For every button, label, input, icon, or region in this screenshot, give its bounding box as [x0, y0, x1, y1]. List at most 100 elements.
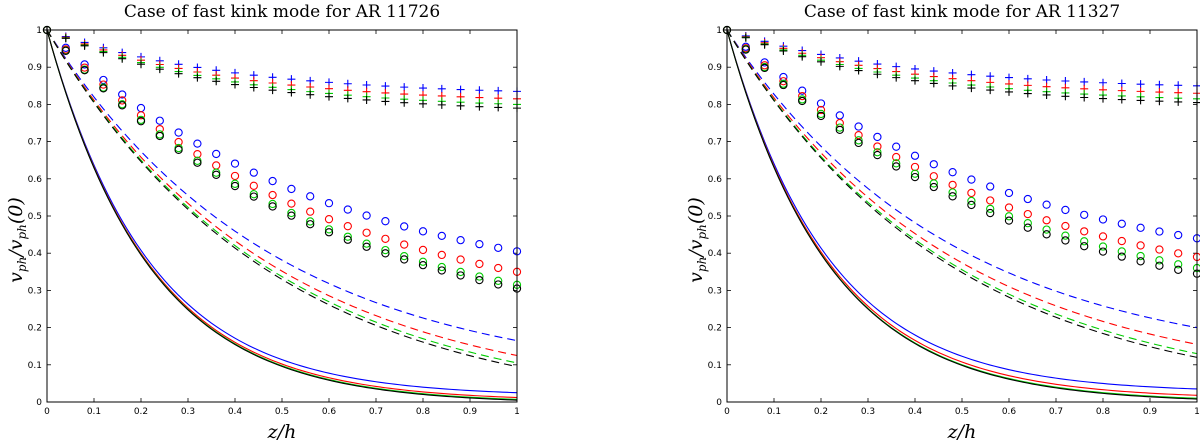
data-point-circle: [1004, 212, 1014, 221]
x-tick-label: 0.9: [463, 407, 478, 417]
data-point-circle: [230, 159, 240, 168]
series-solid-black-left: [46, 29, 518, 401]
data-point-circle: [193, 158, 202, 167]
data-point-plus: [193, 73, 202, 82]
y-tick-label: 0.5: [708, 212, 722, 222]
data-point-plus: [817, 57, 825, 66]
data-point-circle: [798, 91, 807, 101]
data-point-circle: [174, 128, 183, 137]
data-point-circle: [986, 196, 995, 205]
data-point-circle: [1042, 216, 1051, 225]
y-tick-label: 0.5: [28, 212, 42, 222]
data-point-circle: [193, 139, 202, 148]
series-dashed-green-left: [46, 29, 518, 364]
data-point-circle: [760, 63, 769, 73]
data-point-plus: [779, 47, 788, 56]
data-point-plus: [306, 90, 315, 99]
data-point-plus: [1136, 80, 1145, 89]
data-point-circle: [854, 122, 863, 131]
data-point-circle: [268, 202, 277, 211]
y-tick-label: 1: [36, 26, 42, 36]
y-tick-label: 0.9: [28, 63, 43, 73]
data-point-circle: [418, 245, 428, 255]
data-point-circle: [418, 260, 428, 270]
data-point-circle: [929, 160, 938, 169]
data-point-plus: [212, 77, 221, 86]
data-point-circle: [287, 199, 296, 208]
chart-title-right: Case of fast kink mode for AR 11327: [804, 2, 1120, 22]
y-tick-label: 0.3: [708, 286, 722, 296]
data-point-circle: [1098, 215, 1108, 224]
data-point-circle: [1117, 236, 1126, 246]
data-point-circle: [343, 222, 352, 231]
data-point-circle: [892, 159, 901, 168]
y-axis-label-left: vph/vph(0): [5, 197, 29, 283]
data-point-plus: [362, 95, 371, 104]
data-point-circle: [362, 211, 371, 220]
data-point-plus: [1061, 92, 1070, 101]
data-point-circle: [174, 137, 183, 147]
x-tick-label: 1: [1194, 407, 1200, 417]
data-point-circle: [118, 101, 127, 110]
series-circle-black-left: [42, 25, 522, 293]
data-point-circle: [1174, 260, 1183, 269]
data-point-circle: [381, 217, 390, 226]
series-solid-blue-left: [46, 29, 518, 394]
data-point-circle: [437, 231, 446, 241]
data-point-plus: [1117, 95, 1126, 104]
data-point-plus: [400, 83, 409, 92]
data-point-circle: [1174, 265, 1183, 274]
data-point-circle: [343, 205, 352, 214]
data-point-circle: [1080, 237, 1089, 246]
data-point-circle: [381, 249, 390, 258]
data-point-circle: [1004, 203, 1014, 212]
data-point-circle: [212, 149, 221, 159]
data-point-circle: [854, 138, 863, 148]
data-point-circle: [249, 181, 258, 190]
data-point-plus: [325, 92, 333, 101]
data-point-plus: [400, 98, 409, 107]
data-point-plus: [1117, 79, 1126, 88]
data-point-circle: [1098, 242, 1108, 251]
data-point-circle: [798, 86, 807, 95]
data-point-circle: [1023, 219, 1032, 228]
data-point-circle: [929, 182, 938, 192]
data-point-plus: [948, 81, 957, 90]
data-point-plus: [1136, 96, 1145, 105]
data-point-circle: [1155, 245, 1164, 254]
x-tick-label: 0.7: [369, 407, 383, 417]
data-point-plus: [1155, 97, 1164, 106]
x-tick-label: 0.2: [134, 407, 148, 417]
series-plus-black-right: [723, 26, 1200, 107]
series-circle-red-right: [722, 25, 1200, 262]
series-solid-red-right: [726, 29, 1198, 396]
data-point-circle: [343, 235, 352, 244]
data-point-plus: [1080, 77, 1089, 86]
series-circle-red-left: [42, 25, 522, 276]
data-point-plus: [494, 86, 503, 95]
data-point-circle: [212, 168, 221, 177]
data-point-plus: [911, 76, 919, 85]
data-point-circle: [249, 192, 258, 201]
data-point-circle: [1042, 225, 1051, 234]
data-point-circle: [343, 232, 352, 241]
data-point-plus: [249, 83, 258, 92]
data-point-circle: [948, 180, 957, 190]
x-tick-label: 1: [514, 407, 520, 417]
data-point-circle: [967, 175, 976, 184]
data-point-plus: [437, 100, 446, 109]
data-point-plus: [268, 86, 277, 95]
y-tick-label: 0.2: [708, 324, 722, 334]
x-tick-label: 0.4: [908, 407, 923, 417]
data-point-plus: [1023, 89, 1032, 98]
data-point-circle: [230, 179, 240, 188]
data-point-circle: [779, 80, 788, 90]
series-circle-blue-left: [42, 25, 522, 256]
data-point-circle: [798, 96, 807, 106]
data-point-circle: [136, 117, 146, 126]
y-tick-label: 1: [716, 26, 722, 36]
y-axis-label-right: vph/vph(0): [685, 197, 709, 283]
x-tick-label: 0.8: [416, 407, 431, 417]
data-point-plus: [892, 73, 901, 82]
data-point-circle: [835, 111, 844, 120]
